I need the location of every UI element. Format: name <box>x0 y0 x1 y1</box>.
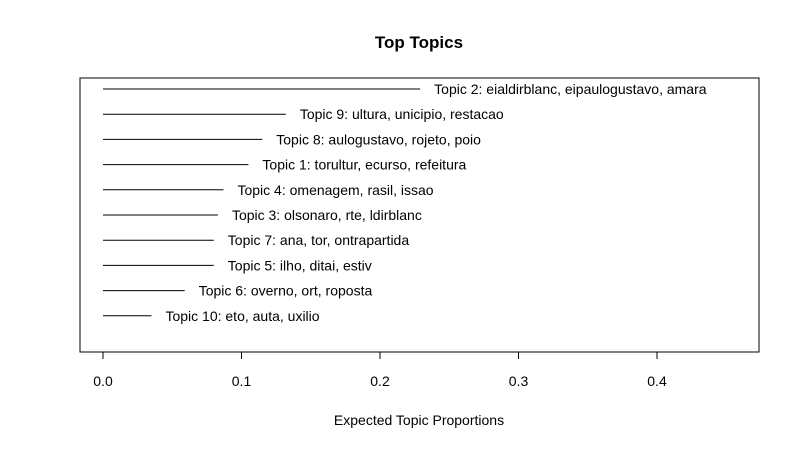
x-axis: 0.0 0.1 0.2 0.3 0.4 <box>93 351 667 389</box>
topic-label-1: Topic 2: eialdirblanc, eipaulogustavo, a… <box>434 81 707 97</box>
topic-label-10: Topic 10: eto, auta, uxilio <box>165 308 319 324</box>
x-tick-label-3: 0.3 <box>509 373 529 389</box>
x-ticks: 0.0 0.1 0.2 0.3 0.4 <box>93 352 667 389</box>
topic-label-9: Topic 6: overno, ort, roposta <box>199 283 373 299</box>
x-tick-label-4: 0.4 <box>647 373 667 389</box>
topic-label-3: Topic 8: aulogustavo, rojeto, poio <box>276 131 481 147</box>
topic-label-4: Topic 1: torultur, ecurso, refeitura <box>262 157 466 173</box>
topic-label-2: Topic 9: ultura, unicipio, restacao <box>300 106 504 122</box>
topic-label-6: Topic 3: olsonaro, rte, ldirblanc <box>232 207 422 223</box>
x-tick-label-2: 0.2 <box>370 373 390 389</box>
topic-segments: Topic 2: eialdirblanc, eipaulogustavo, a… <box>103 81 707 324</box>
x-axis-label: Expected Topic Proportions <box>334 412 504 428</box>
topic-label-8: Topic 5: ilho, ditai, estiv <box>228 257 372 273</box>
x-tick-label-0: 0.0 <box>93 373 113 389</box>
topic-label-5: Topic 4: omenagem, rasil, issao <box>237 182 433 198</box>
topic-label-7: Topic 7: ana, tor, ontrapartida <box>228 232 410 248</box>
x-tick-label-1: 0.1 <box>232 373 252 389</box>
chart-title: Top Topics <box>375 33 463 52</box>
